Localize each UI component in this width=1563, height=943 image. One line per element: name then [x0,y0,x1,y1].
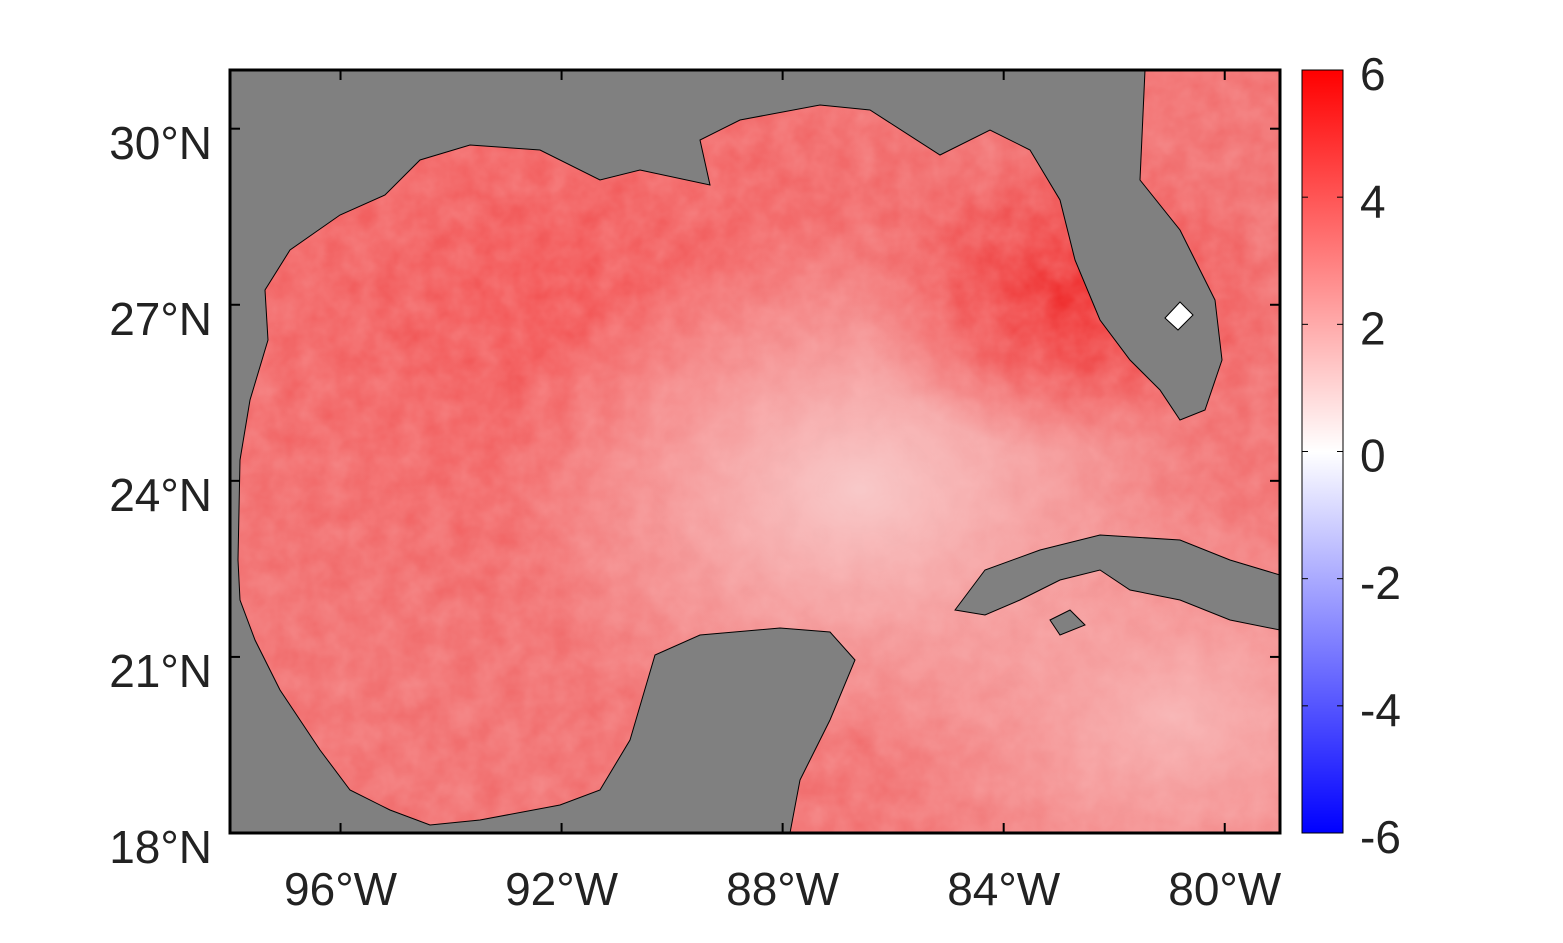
colorbar-label: -6 [1360,811,1401,863]
y-tick-label: 21°N [109,645,212,697]
x-tick-label: 92°W [505,863,619,915]
x-tick-label: 96°W [284,863,398,915]
colorbar-label: 0 [1360,430,1386,482]
y-tick-label: 27°N [109,293,212,345]
land [230,70,1280,833]
x-tick-label: 84°W [947,863,1061,915]
y-tick-label: 30°N [109,117,212,169]
colorbar [1301,69,1344,834]
land-island [1049,609,1086,636]
y-tick-label: 24°N [109,469,212,521]
colorbar-label: 4 [1360,175,1386,227]
colorbar-label: -2 [1360,557,1401,609]
y-tick-label: 18°N [109,821,212,873]
colorbar-label: -4 [1360,684,1401,736]
colorbar-label: 2 [1360,302,1386,354]
map-field [230,70,1280,833]
x-tick-label: 80°W [1168,863,1282,915]
lake [1164,301,1194,331]
map-frame [228,68,1282,835]
land-mainland [230,70,1223,833]
colorbar-label: 6 [1360,48,1386,100]
land-cuba [954,534,1280,631]
x-tick-label: 88°W [726,863,840,915]
